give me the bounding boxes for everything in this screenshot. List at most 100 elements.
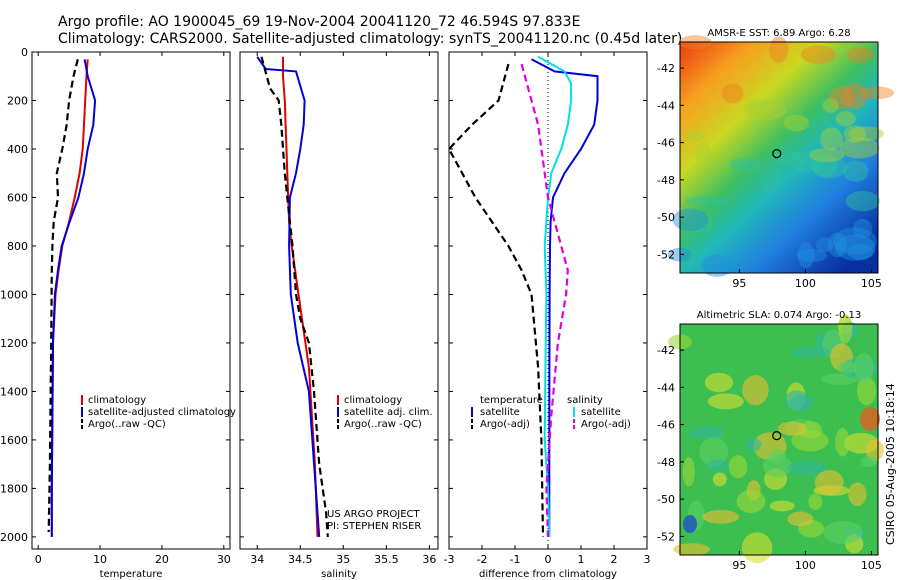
argo-float-marker xyxy=(772,430,782,441)
sst-patch xyxy=(819,127,843,151)
sla-patch xyxy=(789,394,814,413)
y-tick-label: 200 xyxy=(7,94,28,107)
map-y-tick-label: -44 xyxy=(657,99,675,112)
map-y-tick-label: -48 xyxy=(657,174,675,187)
sst-patch xyxy=(839,137,880,159)
sst-patch xyxy=(701,254,734,277)
sst-patch xyxy=(811,156,848,179)
y-tick-label: 1600 xyxy=(0,434,28,447)
figure-title-line1: Argo profile: AO 1900045_69 19-Nov-2004 … xyxy=(58,14,581,30)
series-argo-raw-qc- xyxy=(260,56,329,537)
x-axis-label: difference from climatology xyxy=(479,569,617,580)
y-tick-label: 2000 xyxy=(0,531,28,544)
figure-title-line2: Climatology: CARS2000. Satellite-adjuste… xyxy=(58,31,683,47)
x-tick-label: 35 xyxy=(336,553,350,566)
map-frame xyxy=(679,323,879,556)
panel-temperature: 0 10 20 30 0 200 400 600 800 1000 1200 1400 1600 1800… xyxy=(0,46,236,580)
sla-patch xyxy=(848,482,867,507)
sla-patch xyxy=(762,454,793,478)
sla-patch xyxy=(682,457,695,487)
sla-patch xyxy=(787,511,814,527)
map-frame xyxy=(679,41,879,274)
y-tick-label: 1200 xyxy=(0,337,28,350)
legend-label: satellite xyxy=(480,407,520,418)
legend-title: temperature xyxy=(480,395,543,406)
sst-patch xyxy=(796,249,827,263)
map-x-tick-label: 100 xyxy=(795,277,816,290)
sla-patch xyxy=(706,459,730,472)
sla-patch xyxy=(689,425,725,440)
map-y-tick-label: -50 xyxy=(657,493,675,506)
sst-patch xyxy=(783,114,809,132)
sst-patch xyxy=(846,46,874,63)
map-x-tick-label: 95 xyxy=(732,559,746,572)
axes-box xyxy=(31,51,231,550)
sst-patch xyxy=(832,227,877,255)
map-title: Altimetric SLA: 0.074 Argo: -0.13 xyxy=(697,310,862,321)
sla-patch xyxy=(837,361,858,374)
sla-patch xyxy=(814,470,844,496)
x-axis-label: salinity xyxy=(321,569,357,580)
sla-patch xyxy=(860,407,880,431)
y-tick-label: 1000 xyxy=(0,288,28,301)
sla-patch xyxy=(791,429,829,452)
sla-patch xyxy=(856,376,877,406)
x-tick-label: 34.5 xyxy=(288,553,313,566)
sla-patch xyxy=(728,455,748,479)
sst-patch xyxy=(843,125,866,143)
panel-salinity: 34 34.5 35 35.5 36 salinity climatologysatelli… xyxy=(239,51,439,580)
sla-patch xyxy=(860,456,877,467)
map-y-tick-label: -48 xyxy=(657,456,675,469)
sla-patch xyxy=(699,437,729,467)
sst-patch xyxy=(848,126,884,141)
annotation: PI: STEPHEN RISER xyxy=(327,521,421,532)
y-tick-label: 600 xyxy=(7,191,28,204)
x-tick-label: 0 xyxy=(545,553,552,566)
sst-patch xyxy=(777,152,805,167)
sst-patch xyxy=(672,208,709,232)
sst-patch xyxy=(721,83,744,104)
map-x-tick-label: 95 xyxy=(732,277,746,290)
sla-patch xyxy=(787,460,827,475)
argo-float-marker xyxy=(772,148,782,159)
map-x-tick-label: 100 xyxy=(795,559,816,572)
sst-patch xyxy=(860,86,895,100)
series-salinity-satellite xyxy=(537,55,573,537)
legend-label: Argo(..raw -QC) xyxy=(344,419,422,430)
x-axis-label: temperature xyxy=(100,569,163,580)
sla-patch xyxy=(835,428,850,457)
sst-patch xyxy=(835,111,856,127)
series-temperature-satellite xyxy=(531,58,599,537)
series-salinity-argo-adj- xyxy=(520,63,569,537)
sst-patch xyxy=(685,130,706,142)
axes-box xyxy=(239,51,439,550)
sla-patch xyxy=(704,372,734,393)
series-climatology xyxy=(50,59,89,537)
sst-patch xyxy=(790,150,821,173)
sla-patch xyxy=(791,346,831,358)
sst-patch xyxy=(827,232,847,258)
series-satellite-adjusted-climatology xyxy=(50,59,97,537)
x-tick-label: -2 xyxy=(477,553,488,566)
credit-label: CSIRO 05-Aug-2005 10:18:14 xyxy=(884,383,897,545)
x-tick-label: 30 xyxy=(217,553,231,566)
legend-label: Argo(-adj) xyxy=(581,419,631,430)
x-tick-label: 10 xyxy=(93,553,107,566)
sla-patch xyxy=(707,393,744,410)
sla-patch xyxy=(673,543,710,556)
legend-label: climatology xyxy=(88,395,146,406)
sst-patch xyxy=(845,190,880,212)
legend-label: climatology xyxy=(344,395,402,406)
sla-patch xyxy=(769,500,795,512)
y-tick-label: 800 xyxy=(7,240,28,253)
map-sla: Altimetric SLA: 0.074 Argo: -0.13 95 100 10… xyxy=(657,310,884,572)
sst-patch xyxy=(828,86,855,110)
x-tick-label: 0 xyxy=(35,553,42,566)
sla-patch xyxy=(736,490,766,513)
map-y-tick-label: -52 xyxy=(657,530,675,543)
sst-patch xyxy=(729,157,763,172)
legend-title: salinity xyxy=(567,395,603,406)
legend-label: satellite xyxy=(581,407,621,418)
x-tick-label: 1 xyxy=(578,553,585,566)
